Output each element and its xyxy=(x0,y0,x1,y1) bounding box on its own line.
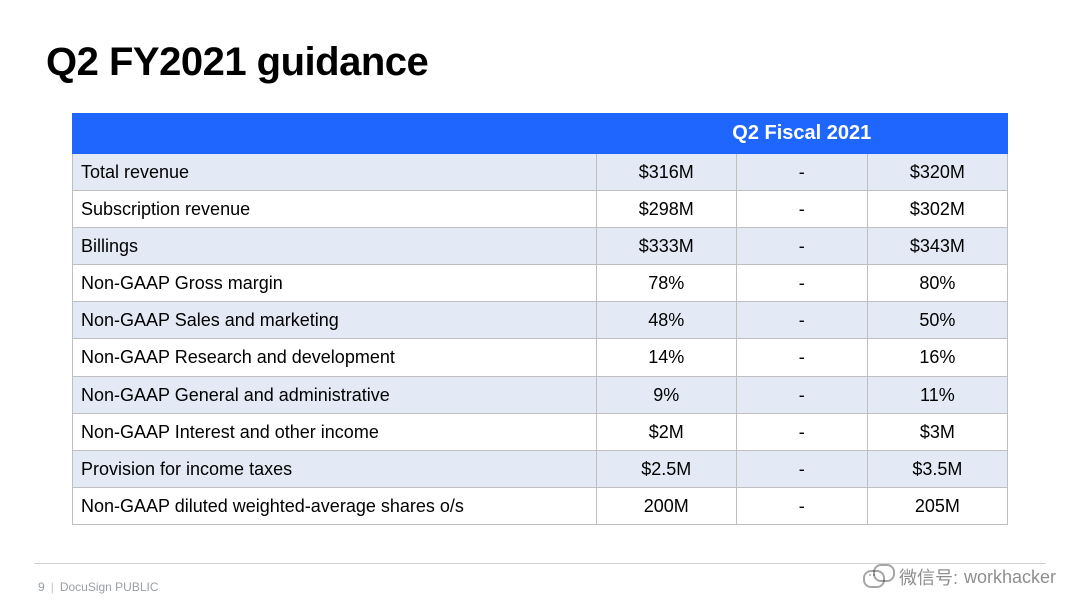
row-range-dash: - xyxy=(736,450,867,487)
footer: 9 | DocuSign PUBLIC xyxy=(38,580,159,594)
row-label: Total revenue xyxy=(73,154,597,191)
watermark: 微信号: workhacker xyxy=(863,564,1056,590)
table-body: Total revenue$316M-$320MSubscription rev… xyxy=(73,154,1008,525)
row-high-value: 50% xyxy=(867,302,1007,339)
table-row: Billings$333M-$343M xyxy=(73,228,1008,265)
row-high-value: 205M xyxy=(867,487,1007,524)
table-header-empty xyxy=(73,114,597,154)
table-row: Non-GAAP diluted weighted-average shares… xyxy=(73,487,1008,524)
row-label: Non-GAAP Research and development xyxy=(73,339,597,376)
row-label: Subscription revenue xyxy=(73,191,597,228)
row-label: Non-GAAP Interest and other income xyxy=(73,413,597,450)
page-title: Q2 FY2021 guidance xyxy=(46,40,1034,85)
row-low-value: $316M xyxy=(596,154,736,191)
row-low-value: 78% xyxy=(596,265,736,302)
table-header-row: Q2 Fiscal 2021 xyxy=(73,114,1008,154)
guidance-table: Q2 Fiscal 2021 Total revenue$316M-$320MS… xyxy=(72,113,1008,525)
guidance-table-wrap: Q2 Fiscal 2021 Total revenue$316M-$320MS… xyxy=(72,113,1008,525)
table-row: Non-GAAP Gross margin78%-80% xyxy=(73,265,1008,302)
row-label: Billings xyxy=(73,228,597,265)
row-high-value: $302M xyxy=(867,191,1007,228)
row-label: Non-GAAP Gross margin xyxy=(73,265,597,302)
row-low-value: $333M xyxy=(596,228,736,265)
row-range-dash: - xyxy=(736,376,867,413)
row-high-value: $3M xyxy=(867,413,1007,450)
row-high-value: 80% xyxy=(867,265,1007,302)
page-number: 9 xyxy=(38,580,45,594)
table-row: Subscription revenue$298M-$302M xyxy=(73,191,1008,228)
row-high-value: 11% xyxy=(867,376,1007,413)
watermark-handle: workhacker xyxy=(964,567,1056,588)
watermark-prefix: 微信号: xyxy=(899,564,958,590)
footer-separator: | xyxy=(51,580,54,594)
row-low-value: 9% xyxy=(596,376,736,413)
row-label: Non-GAAP General and administrative xyxy=(73,376,597,413)
table-row: Non-GAAP Sales and marketing48%-50% xyxy=(73,302,1008,339)
table-row: Provision for income taxes$2.5M-$3.5M xyxy=(73,450,1008,487)
row-low-value: $298M xyxy=(596,191,736,228)
row-high-value: $3.5M xyxy=(867,450,1007,487)
slide: Q2 FY2021 guidance Q2 Fiscal 2021 Total … xyxy=(0,0,1080,608)
table-row: Non-GAAP Interest and other income$2M-$3… xyxy=(73,413,1008,450)
footer-classification: DocuSign PUBLIC xyxy=(60,580,159,594)
row-range-dash: - xyxy=(736,413,867,450)
row-range-dash: - xyxy=(736,339,867,376)
row-range-dash: - xyxy=(736,191,867,228)
table-row: Non-GAAP General and administrative9%-11… xyxy=(73,376,1008,413)
row-low-value: $2.5M xyxy=(596,450,736,487)
row-low-value: $2M xyxy=(596,413,736,450)
row-low-value: 14% xyxy=(596,339,736,376)
wechat-icon xyxy=(863,564,893,590)
row-label: Non-GAAP Sales and marketing xyxy=(73,302,597,339)
row-high-value: $343M xyxy=(867,228,1007,265)
table-row: Total revenue$316M-$320M xyxy=(73,154,1008,191)
row-low-value: 200M xyxy=(596,487,736,524)
table-row: Non-GAAP Research and development14%-16% xyxy=(73,339,1008,376)
row-high-value: 16% xyxy=(867,339,1007,376)
row-range-dash: - xyxy=(736,228,867,265)
table-header-period: Q2 Fiscal 2021 xyxy=(596,114,1007,154)
row-range-dash: - xyxy=(736,302,867,339)
row-range-dash: - xyxy=(736,487,867,524)
row-label: Provision for income taxes xyxy=(73,450,597,487)
row-range-dash: - xyxy=(736,154,867,191)
row-range-dash: - xyxy=(736,265,867,302)
row-low-value: 48% xyxy=(596,302,736,339)
row-label: Non-GAAP diluted weighted-average shares… xyxy=(73,487,597,524)
row-high-value: $320M xyxy=(867,154,1007,191)
